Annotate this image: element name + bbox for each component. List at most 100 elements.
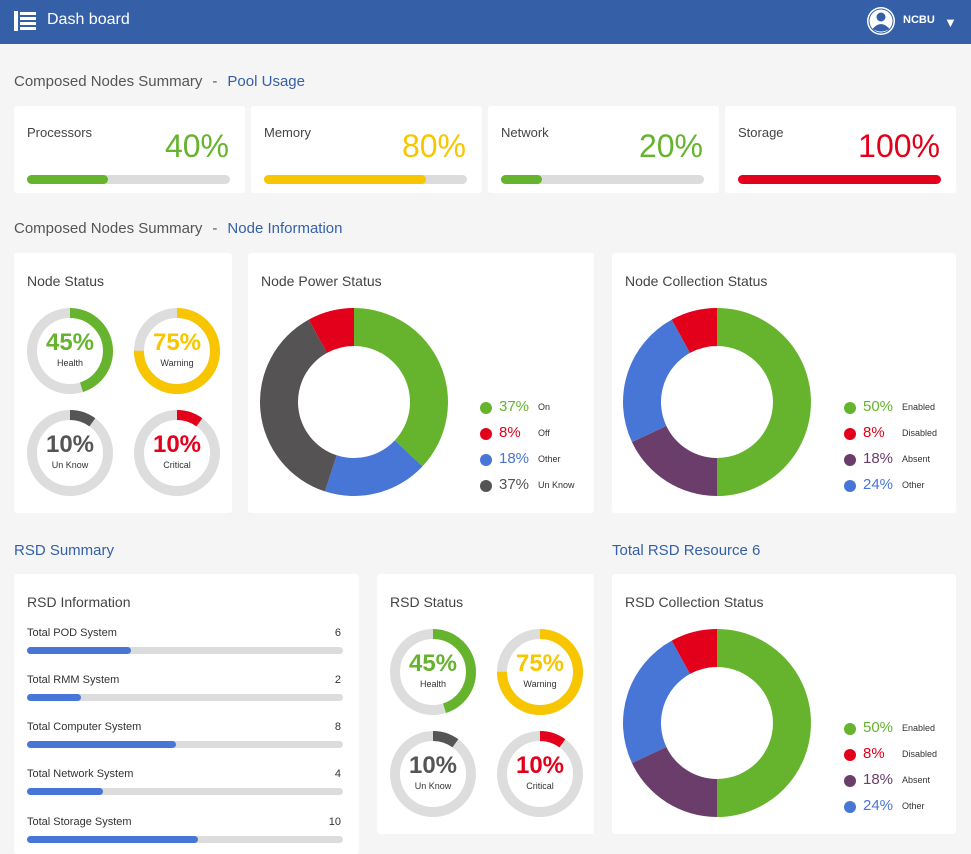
pool-card-storage: Storage 100% (725, 106, 956, 193)
legend-item[interactable]: 50% Enabled (844, 398, 954, 416)
legend-item[interactable]: 37% Un Know (480, 476, 590, 494)
ring-svg (497, 629, 583, 715)
donut-slice-on[interactable] (354, 308, 448, 467)
legend-item[interactable]: 24% Other (844, 476, 954, 494)
legend-item[interactable]: 18% Absent (844, 450, 954, 468)
legend-label: Disabled (902, 428, 938, 438)
pool-value: 100% (858, 128, 940, 164)
pool-progress-fill (264, 175, 427, 184)
donut-slice-other[interactable] (623, 319, 691, 443)
info-label: Total POD System (27, 627, 117, 639)
legend-label: Other (902, 801, 925, 811)
legend-item[interactable]: 8% Disabled (844, 424, 954, 442)
rsd-summary-title[interactable]: RSD Summary (14, 542, 115, 559)
rsd-ring-critical: 10% Critical (496, 730, 584, 818)
donut-slice-off[interactable] (308, 308, 354, 353)
legend-item[interactable]: 8% Off (480, 424, 590, 442)
pool-usage-link[interactable]: Pool Usage (227, 73, 305, 90)
info-row-storage: Total Storage System 10 (27, 816, 343, 846)
ring-progress (134, 410, 220, 496)
legend-dot-icon (844, 723, 856, 735)
card-title: Node Collection Status (625, 273, 768, 289)
ring-percent: 10% (152, 431, 202, 458)
rsd-ring-warning: 75% Warning (496, 628, 584, 716)
info-count: 8 (334, 721, 341, 733)
info-progress-fill (27, 788, 103, 795)
ring-percent: 45% (408, 650, 458, 677)
legend-label: Un Know (538, 480, 575, 490)
pool-progress-track (501, 175, 704, 184)
ring-percent: 75% (152, 329, 202, 356)
legend-item[interactable]: 24% Other (844, 797, 954, 815)
ring-percent: 10% (408, 752, 458, 779)
legend-item[interactable]: 8% Disabled (844, 745, 954, 763)
donut-slice-un-know[interactable] (260, 319, 337, 492)
legend-dot-icon (844, 480, 856, 492)
ring-svg (27, 410, 113, 496)
legend-item[interactable]: 50% Enabled (844, 719, 954, 737)
total-rsd-resource-title[interactable]: Total RSD Resource 6 (612, 542, 761, 559)
legend-label: Disabled (902, 749, 938, 759)
legend-item[interactable]: 18% Other (480, 450, 590, 468)
info-progress-track (27, 694, 343, 701)
info-count: 4 (334, 768, 341, 780)
rsd-collection-donut (623, 629, 811, 817)
legend-item[interactable]: 37% On (480, 398, 590, 416)
legend-percent: 24% (863, 797, 894, 814)
legend-label: Absent (902, 775, 931, 785)
donut-slice-other[interactable] (623, 640, 691, 764)
status-ring-warning: 75% Warning (133, 307, 221, 395)
legend-label: Enabled (902, 723, 936, 733)
menu-list-icon[interactable] (14, 11, 36, 31)
ring-label: Un Know (51, 460, 89, 470)
donut-slice-enabled[interactable] (717, 308, 811, 496)
legend-percent: 37% (499, 398, 530, 415)
pool-label: Processors (27, 125, 93, 140)
donut-slice-absent[interactable] (631, 746, 717, 817)
pool-label: Network (501, 125, 549, 140)
node-collection-card: Node Collection Status 50% Enabled 8% Disab… (612, 253, 956, 513)
status-ring-health: 45% Health (26, 307, 114, 395)
ring-label: Un Know (414, 781, 452, 791)
donut-slice-absent[interactable] (631, 425, 717, 496)
caret-down-icon[interactable]: ▼ (944, 15, 957, 30)
rsd-information-card: RSD Information Total POD System 6 Total… (14, 574, 359, 854)
pool-card-processors: Processors 40% (14, 106, 245, 193)
legend-percent: 50% (863, 398, 894, 415)
info-progress-track (27, 741, 343, 748)
node-status-card: Node Status 45% Health 75% Warning 10% Un K… (14, 253, 232, 513)
user-avatar-icon[interactable] (866, 6, 896, 36)
pool-progress-track (738, 175, 941, 184)
pool-progress-track (264, 175, 467, 184)
legend-label: Absent (902, 454, 931, 464)
card-title: RSD Collection Status (625, 594, 764, 610)
node-information-link[interactable]: Node Information (227, 220, 343, 237)
top-bar: Dash board NCBU ▼ (0, 0, 971, 44)
pool-progress-fill (738, 175, 941, 184)
ring-progress (497, 629, 583, 715)
ring-progress (134, 308, 220, 394)
donut-slice-enabled[interactable] (717, 629, 811, 817)
legend-dot-icon (844, 402, 856, 414)
pool-section-title: Composed Nodes Summary - Pool Usage (14, 73, 305, 90)
card-title: RSD Status (390, 594, 464, 610)
rsd-status-card: RSD Status 45% Health 75% Warning 10% Un Kn… (377, 574, 594, 834)
node-power-donut (260, 308, 448, 496)
legend-label: Other (538, 454, 561, 464)
node-collection-legend: 50% Enabled 8% Disabled 18% Absent 24% Other (844, 398, 954, 498)
info-row-computer: Total Computer System 8 (27, 721, 343, 751)
ring-percent: 10% (515, 752, 565, 779)
username[interactable]: NCBU (903, 14, 935, 26)
donut-slice-disabled[interactable] (671, 629, 717, 674)
node-power-legend: 37% On 8% Off 18% Other 37% Un Know (480, 398, 590, 498)
donut-slice-other[interactable] (324, 440, 423, 496)
legend-item[interactable]: 18% Absent (844, 771, 954, 789)
info-progress-track (27, 836, 343, 843)
donut-slice-disabled[interactable] (671, 308, 717, 353)
section-prefix: Composed Nodes Summary (14, 220, 203, 237)
ring-svg (390, 629, 476, 715)
rsd-ring-health: 45% Health (389, 628, 477, 716)
info-progress-fill (27, 741, 176, 748)
ring-label: Critical (163, 460, 191, 470)
legend-percent: 8% (499, 424, 521, 441)
